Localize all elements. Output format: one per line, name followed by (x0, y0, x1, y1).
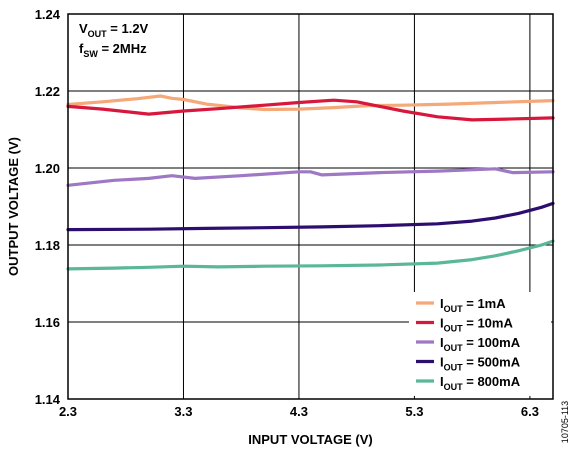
legend-entry-800mA: IOUT = 800mA (440, 374, 521, 392)
y-tick-label: 1.16 (35, 315, 60, 330)
x-tick-label: 6.3 (521, 404, 539, 419)
x-tick-label: 5.3 (405, 404, 423, 419)
legend-entry-10mA: IOUT = 10mA (440, 316, 513, 334)
plot-frame (67, 13, 554, 400)
series-line-500mA (66, 201, 555, 232)
y-tick-label: 1.22 (35, 84, 60, 99)
series-lines (66, 94, 555, 271)
y-axis-label: OUTPUT VOLTAGE (V) (6, 137, 21, 276)
series-line-1mA (66, 94, 555, 112)
condition-label: VOUT = 1.2V (79, 21, 149, 39)
conditions-annotation: VOUT = 1.2V fSW = 2MHz (79, 21, 149, 59)
x-tick-label: 3.3 (174, 404, 192, 419)
y-tick-label: 1.24 (35, 7, 61, 22)
figure-number: 10705-113 (560, 401, 570, 443)
legend-entry-1mA: IOUT = 1mA (440, 296, 506, 314)
legend-entry-100mA: IOUT = 100mA (440, 335, 521, 353)
y-tick-label: 1.20 (35, 161, 60, 176)
series-line-10mA (66, 98, 555, 122)
legend-background (409, 292, 551, 396)
y-tick-label: 1.14 (35, 392, 61, 407)
series-line-100mA (66, 167, 555, 187)
x-axis-label: INPUT VOLTAGE (V) (248, 432, 372, 447)
x-tick-label: 4.3 (290, 404, 308, 419)
tick-labels: 2.3 3.3 4.3 5.3 6.3 1.14 1.16 1.18 1.20 1.22 1.24 (35, 7, 539, 419)
condition-label: fSW = 2MHz (79, 41, 147, 59)
x-tick-label: 2.3 (59, 404, 77, 419)
y-tick-label: 1.18 (35, 238, 60, 253)
series-line-800mA (66, 239, 555, 271)
legend-entry-500mA: IOUT = 500mA (440, 355, 521, 373)
